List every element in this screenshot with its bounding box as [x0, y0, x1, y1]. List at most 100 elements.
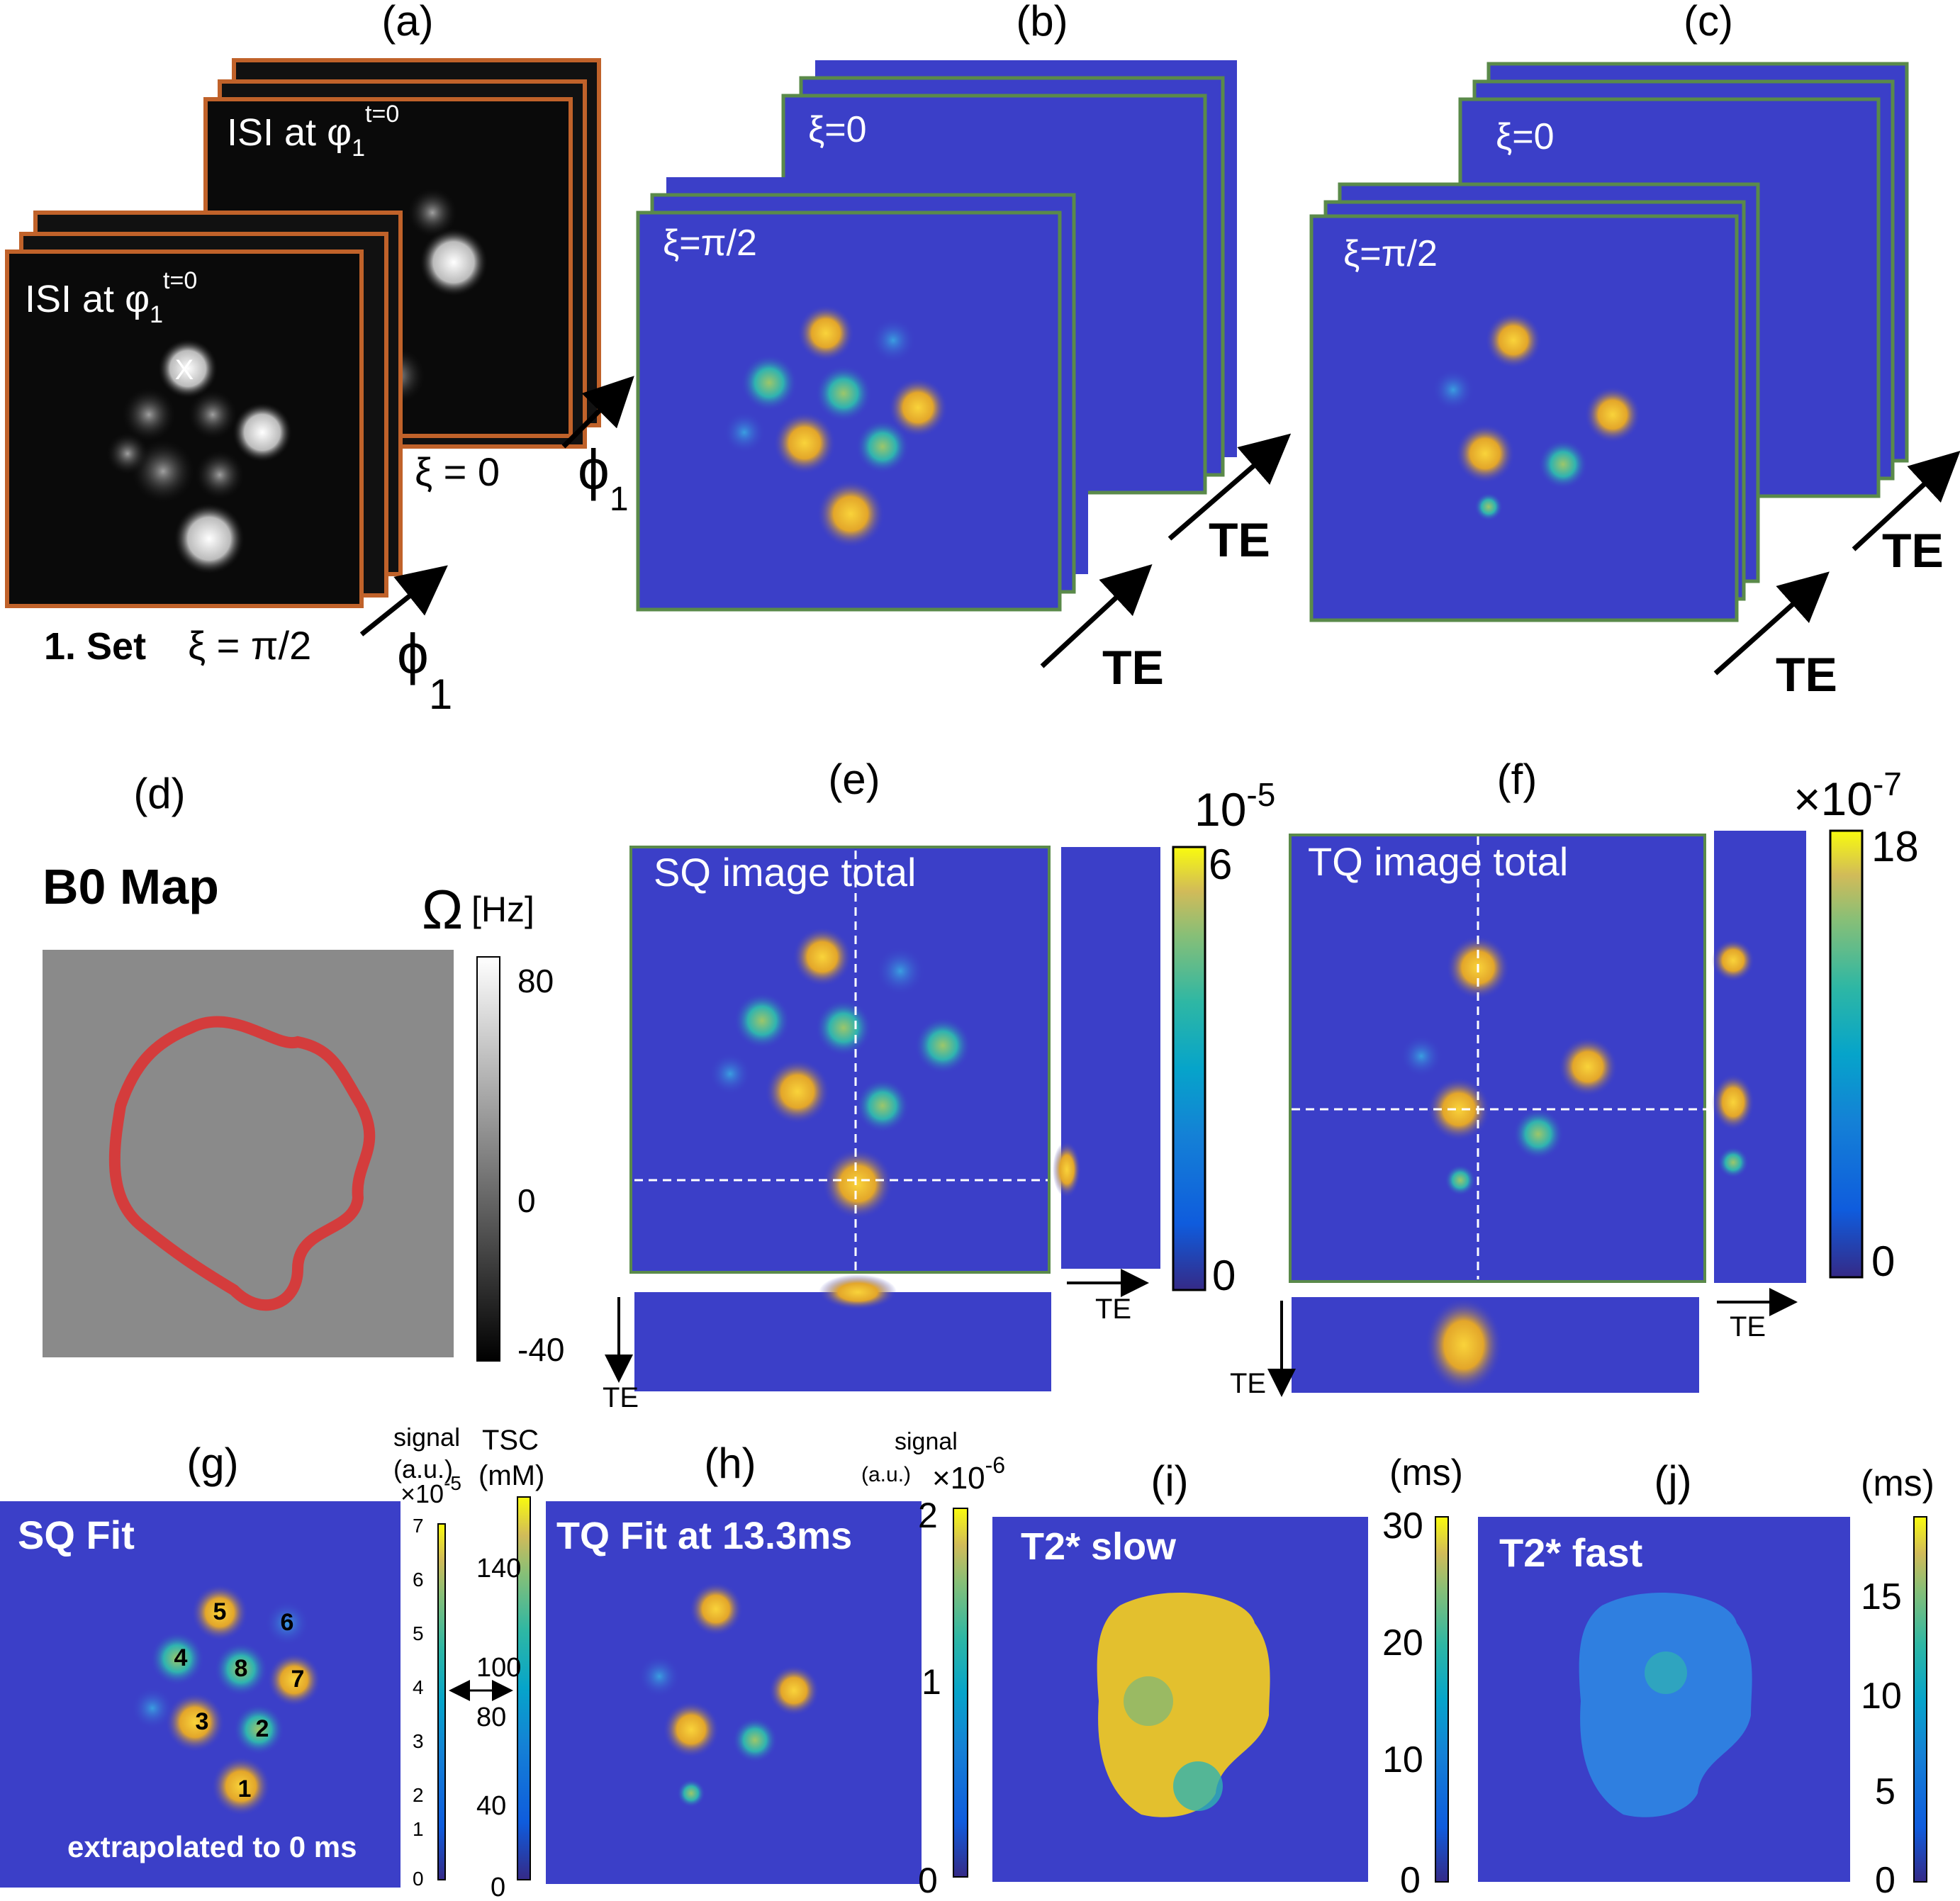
sq-fit-colorbar-left: [437, 1523, 446, 1880]
vial: [1432, 369, 1474, 411]
vial: [1445, 1165, 1476, 1196]
vial-number: 8: [235, 1655, 248, 1682]
signal-label: signal: [895, 1428, 958, 1455]
t2-slow-patch: [1124, 1676, 1173, 1726]
vial: [211, 1756, 271, 1816]
te-axis-label: TE: [603, 1382, 639, 1413]
colorbar-tick: 100: [476, 1653, 521, 1683]
phi-arrow: [359, 565, 448, 637]
vial-number: 4: [174, 1644, 188, 1671]
panel-j-letter: (j): [1654, 1457, 1691, 1505]
t2-fast-title: T2* fast: [1499, 1530, 1642, 1575]
phantom-vial: [408, 188, 457, 237]
te-label: TE: [1882, 524, 1944, 578]
te-label: TE: [1209, 513, 1270, 567]
phantom-vial: [233, 403, 292, 462]
colorbar-tick: 2: [918, 1496, 938, 1535]
panel-d-letter: (d): [133, 770, 185, 817]
colorbar-tick: 10: [1382, 1739, 1423, 1781]
vial: [870, 318, 916, 363]
panel-a-letter: (a): [381, 0, 433, 45]
tq-fit-colorbar: [953, 1508, 968, 1878]
vial: [131, 1687, 174, 1729]
xi-zero-label: ξ = 0: [415, 449, 500, 494]
vial: [732, 1717, 778, 1763]
signal-label: signal: [393, 1423, 460, 1452]
te-arrow: [1040, 563, 1153, 668]
tq-image-title: TQ image total: [1308, 839, 1568, 884]
x-marker: X: [175, 354, 194, 386]
panel-j: (j) T2* fast (ms) 15 10 5 0: [1478, 1457, 1934, 1901]
vial: [1400, 1035, 1443, 1077]
panel-e: (e) SQ image total TE TE 10-5 6 0: [603, 756, 1275, 1413]
panel-h-letter: (h): [704, 1440, 756, 1487]
omega-symbol: Ω: [422, 878, 463, 941]
b0-tick: 0: [517, 1182, 536, 1219]
xi-zero-label: ξ=0: [1496, 116, 1555, 157]
b0-colorbar: [476, 956, 500, 1362]
sq-colorbar-tick: 0: [1212, 1252, 1236, 1299]
phantom-vial: [420, 228, 488, 296]
panel-f: (f) TQ image total TE TE ×10-7 18 0: [1230, 756, 1919, 1399]
phantom-vial: [174, 503, 245, 574]
panel-f-letter: (f): [1497, 756, 1538, 803]
frame-label-front: ISI at φ1t=0: [25, 267, 197, 328]
colorbar-tick: 1: [413, 1818, 424, 1840]
vial: [793, 927, 852, 987]
te-axis-label: TE: [1730, 1311, 1766, 1342]
sq-fit-exponent: ×10-5: [401, 1472, 461, 1508]
vial: [1584, 386, 1641, 443]
au-label: (a.u.): [861, 1463, 911, 1486]
t2-fast-map: [1579, 1592, 1752, 1817]
colorbar-tick: 1: [922, 1662, 941, 1702]
panel-a: (a) ISI at φ1t=0 ξ = 0 X ISI at φ1t=0 1.…: [5, 0, 634, 718]
sq-fit-colorbar-right: [517, 1496, 531, 1880]
vial: [797, 305, 854, 361]
colorbar-tick: 30: [1382, 1505, 1423, 1547]
tq-fit-image: [546, 1501, 922, 1884]
vial: [689, 1582, 743, 1636]
colorbar-tick: 5: [413, 1622, 424, 1644]
xi-pi2-label: ξ=π/2: [663, 223, 757, 264]
te-label: TE: [1102, 641, 1164, 695]
colorbar-tick: 6: [413, 1569, 424, 1591]
colorbar-tick: 0: [918, 1861, 938, 1900]
colorbar-tick: 3: [413, 1730, 424, 1752]
phantom-vial: [195, 450, 245, 500]
ms-unit: (ms): [1389, 1452, 1463, 1493]
vial: [773, 412, 836, 474]
te-label: TE: [1776, 648, 1837, 702]
colorbar-tick: 40: [476, 1791, 506, 1821]
sq-fit-title: SQ Fit: [18, 1513, 135, 1557]
vial: [765, 1059, 830, 1124]
vial-number: 3: [196, 1708, 209, 1735]
te-profile-horizontal: [634, 1292, 1051, 1391]
vial: [723, 411, 766, 454]
phantom-vial: [106, 432, 149, 475]
te-arrow: [1167, 433, 1292, 541]
vial-number: 7: [291, 1666, 305, 1693]
vial: [214, 1642, 268, 1696]
panel-b: (b) ξ=0 ξ=π/2 TE TE: [636, 0, 1292, 695]
sq-colorbar: [1172, 846, 1206, 1291]
vial: [856, 420, 909, 473]
b0-title: B0 Map: [43, 859, 219, 914]
tq-colorbar-tick: 18: [1871, 823, 1919, 870]
vial: [768, 1665, 819, 1716]
t2-fast-patch: [1645, 1652, 1687, 1694]
vial: [638, 1655, 681, 1698]
tq-colorbar: [1829, 829, 1864, 1279]
colorbar-tick: 15: [1861, 1576, 1902, 1617]
vial: [815, 999, 872, 1056]
vial: [165, 1693, 225, 1752]
vial-number: 6: [281, 1609, 294, 1636]
xi-pi2-label: ξ=π/2: [1343, 233, 1438, 274]
tq-image-front: [1309, 214, 1739, 622]
te-profile-signal: [819, 1274, 897, 1310]
panel-g: (g) 1 2 3 4 5 6 7 8 SQ Fit extrapolated …: [0, 1423, 544, 1901]
vial: [709, 1053, 751, 1095]
t2-slow-patch: [1173, 1761, 1223, 1811]
vial-number: 5: [213, 1598, 227, 1625]
hz-unit: [Hz]: [471, 890, 534, 929]
